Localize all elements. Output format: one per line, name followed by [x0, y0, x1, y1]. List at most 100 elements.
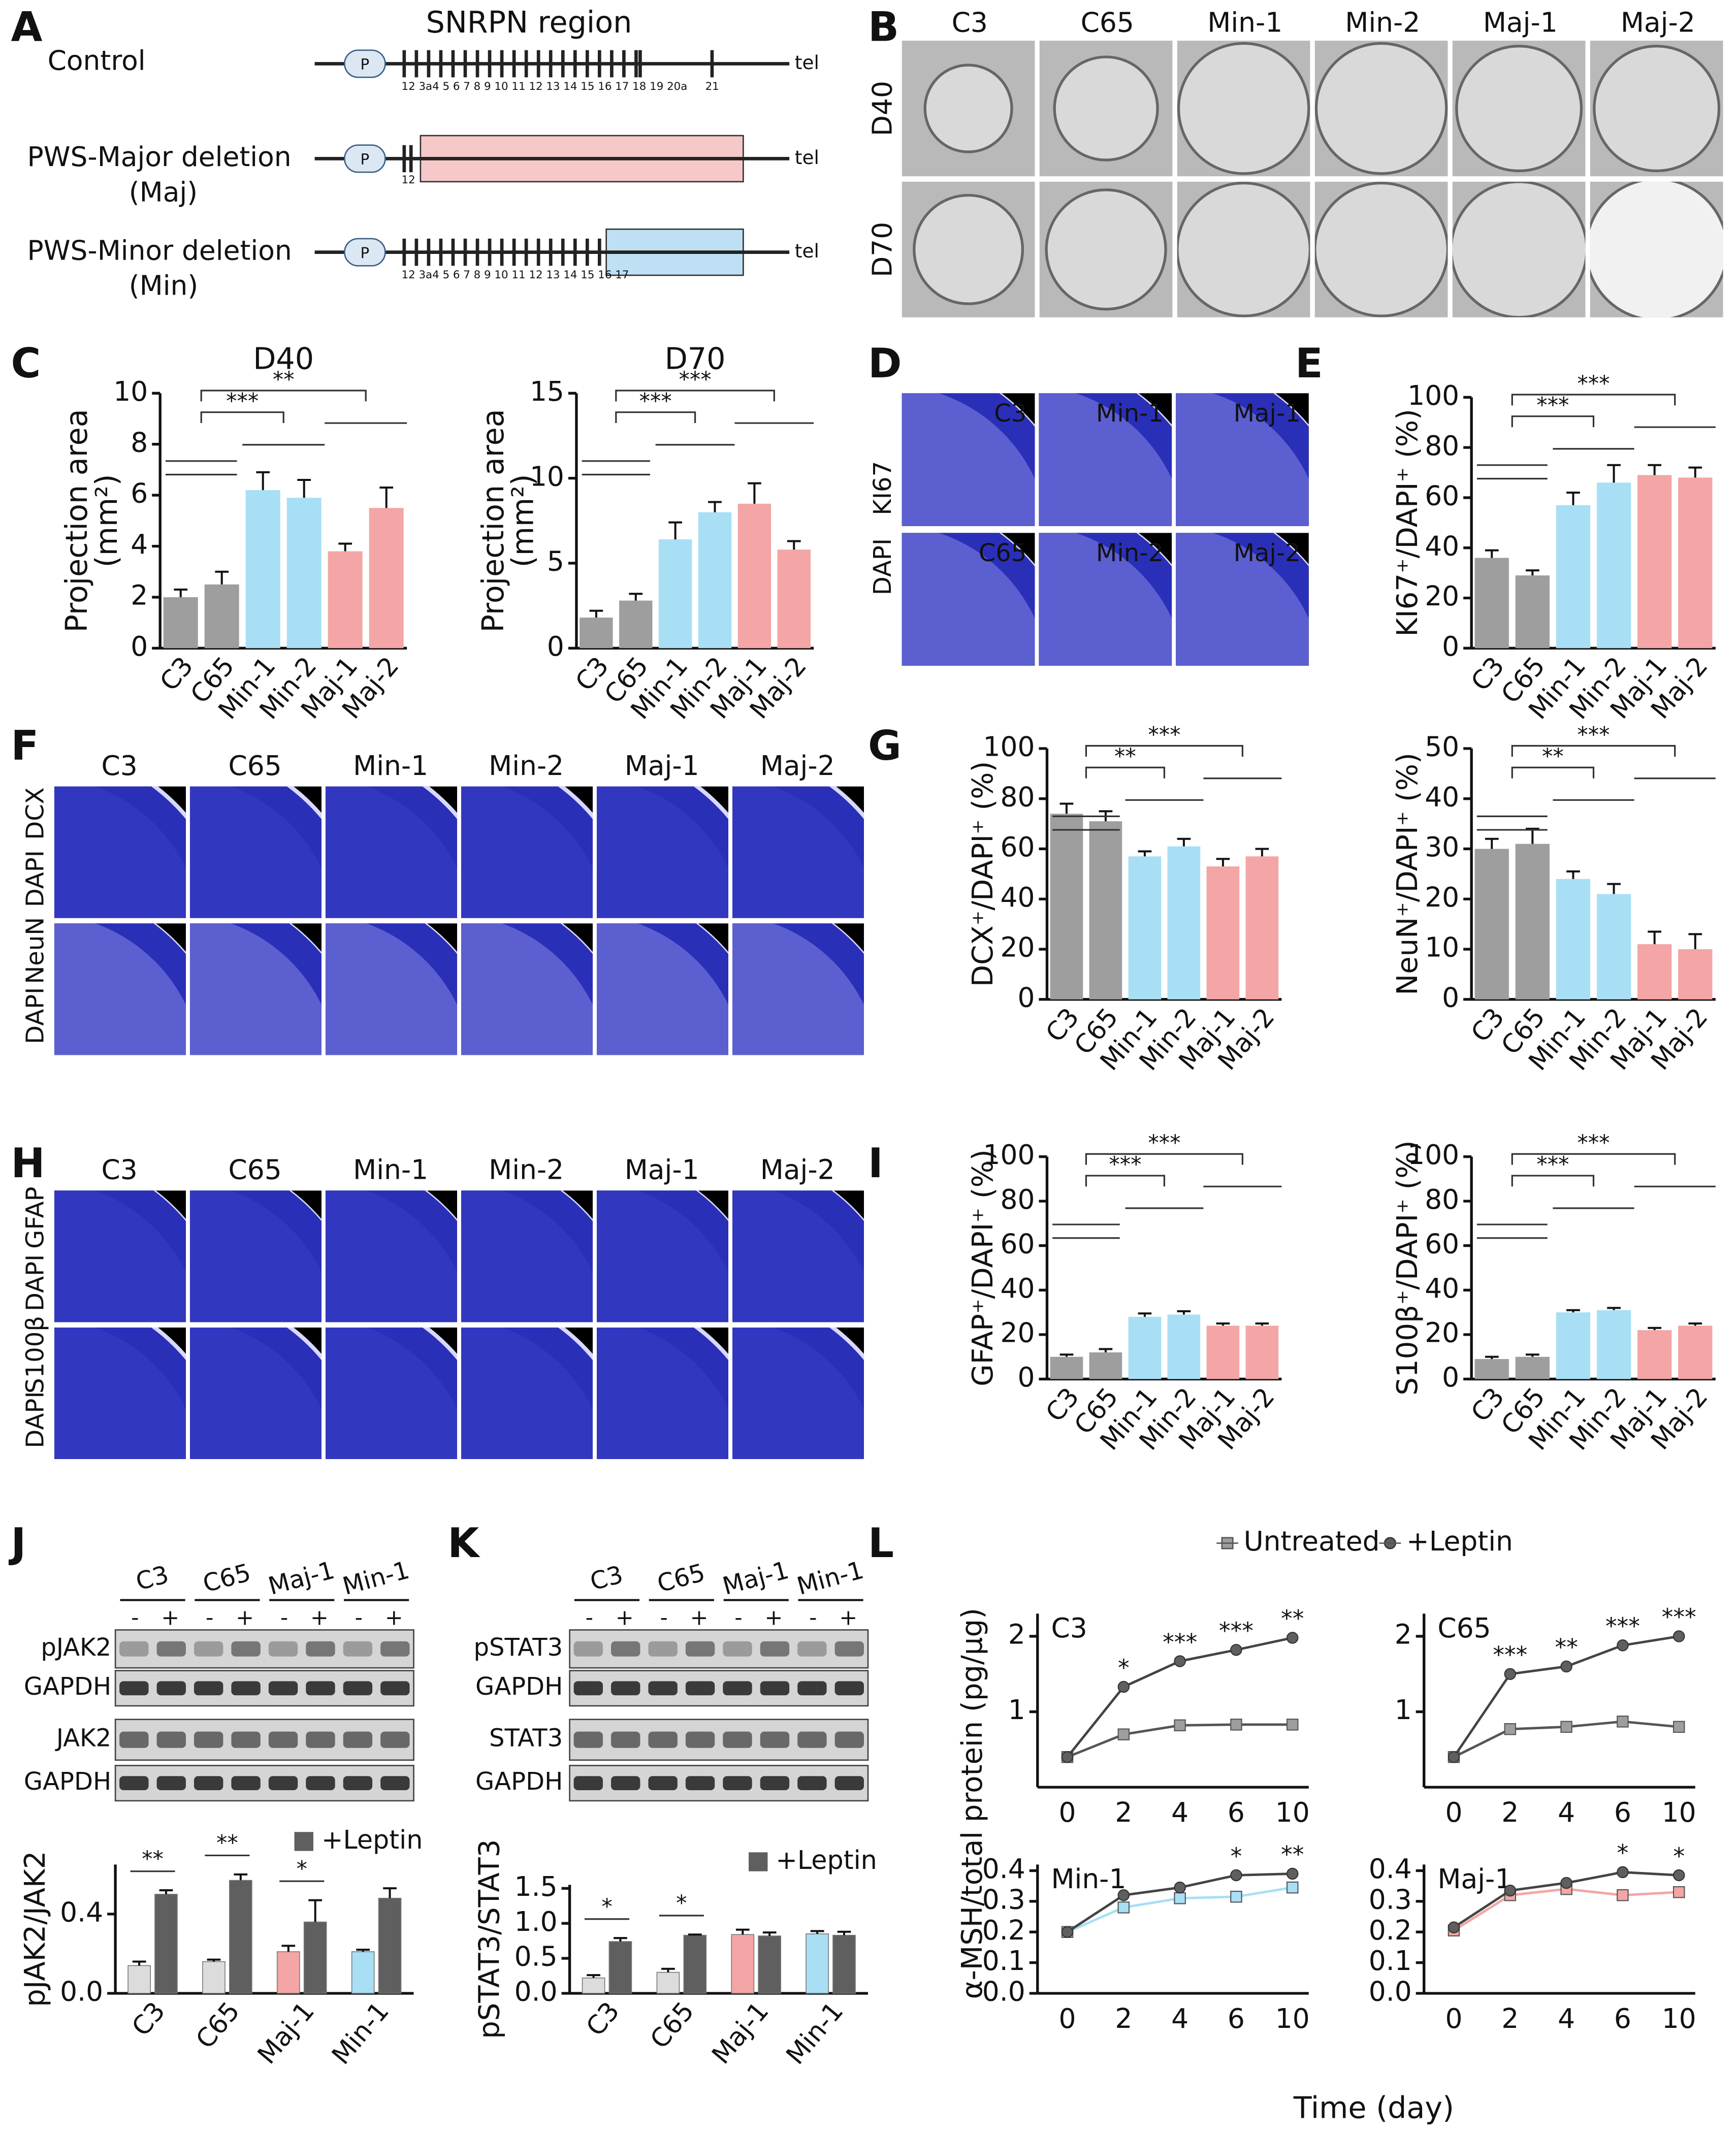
bar [1637, 944, 1672, 999]
error-bar [1216, 1322, 1230, 1326]
error-bar [159, 1889, 173, 1894]
x-tick-label: 6 [1228, 2002, 1245, 2034]
y-tick-label: 4 [131, 528, 148, 560]
treatment-label: - [131, 1605, 139, 1631]
treatment-label: + [765, 1605, 783, 1631]
treatment-label: + [310, 1605, 329, 1631]
blot-band [268, 1681, 298, 1696]
stain-label: NeuN [21, 917, 49, 984]
row-label: D40 [866, 81, 898, 136]
telomere-label: tel [795, 51, 819, 74]
bar [608, 1941, 632, 1994]
promoter [344, 238, 386, 267]
marker [1448, 1921, 1460, 1933]
bar [777, 550, 811, 649]
stain-signal [732, 1190, 864, 1322]
significance-label: *** [1109, 1152, 1141, 1178]
blot-band [231, 1681, 261, 1696]
column-label: C65 [1081, 7, 1134, 39]
treatment-label: - [280, 1605, 288, 1631]
significance-label: *** [1163, 1629, 1197, 1656]
column-label: Maj-2 [760, 1154, 835, 1186]
stain-signal [325, 923, 457, 1055]
legend-label: +Leptin [322, 1825, 423, 1855]
treatment-label: - [734, 1605, 742, 1631]
bar [580, 618, 613, 649]
y-tick-label: 80 [1425, 1183, 1459, 1215]
y-axis-title: (mm²) [89, 474, 124, 567]
bar [1128, 1316, 1162, 1379]
marker [1673, 1869, 1685, 1882]
stain-signal [902, 393, 1035, 526]
y-tick-label: 80 [1000, 781, 1035, 813]
panel-label: B [868, 4, 899, 51]
error-bar [215, 570, 229, 585]
y-axis-title: S100β⁺/DAPI⁺ (%) [1391, 1140, 1424, 1395]
marker [1117, 1728, 1130, 1740]
y-tick-label: 8 [131, 426, 148, 458]
x-tick-label: 0 [1445, 1796, 1462, 1828]
error-bar [1216, 858, 1230, 867]
significance-label: ** [142, 1847, 164, 1872]
marker [1061, 1926, 1074, 1938]
y-tick-label: 2 [1008, 1619, 1025, 1651]
error-bar [589, 609, 603, 618]
blot-band [268, 1776, 298, 1791]
panel-label: D [868, 340, 902, 387]
legend-label: +Leptin [1406, 1525, 1513, 1557]
image-label: Min-2 [1096, 539, 1164, 567]
y-tick-label: 40 [1000, 881, 1035, 913]
marker [1286, 1881, 1299, 1894]
stain-signal [54, 923, 186, 1055]
error-bar [256, 471, 270, 491]
x-tick-label: 4 [1558, 2002, 1575, 2034]
x-tick-label: 0 [1059, 1796, 1076, 1828]
significance-label: *** [1219, 1617, 1253, 1644]
column-label: Min-2 [489, 750, 564, 782]
error-bar [1648, 464, 1661, 475]
error-bar [1525, 569, 1539, 576]
y-axis-title: Projection area [59, 409, 94, 632]
chart-title: Min-1 [1051, 1863, 1126, 1895]
y-tick-label: 0.0 [60, 1976, 103, 2008]
significance-bracket [1511, 1175, 1634, 1209]
bar [229, 1880, 252, 1994]
significance-bracket [615, 411, 735, 446]
bar [731, 1934, 755, 1994]
organoid [1177, 42, 1310, 175]
blot-band [797, 1776, 827, 1791]
y-axis-title: (mm²) [505, 474, 540, 567]
bar [1167, 846, 1201, 999]
organoid [1053, 55, 1159, 161]
y-tick-label: 0 [1442, 630, 1459, 662]
stain-signal [596, 1327, 728, 1459]
y-tick-label: 1 [1008, 1694, 1025, 1726]
organoid [1455, 45, 1583, 173]
x-tick-label: 10 [1275, 1796, 1310, 1828]
chart-title: D40 [253, 341, 314, 376]
panel-label: E [1295, 340, 1323, 387]
blot-band [834, 1776, 864, 1791]
bar [276, 1951, 300, 1994]
blot-row-label: JAK2 [55, 1724, 111, 1753]
y-tick-label: 80 [1000, 1183, 1035, 1215]
stain-label: DAPI [21, 987, 49, 1044]
bar [683, 1934, 707, 1994]
y-axis-title: pSTAT3/STAT3 [473, 1839, 506, 2039]
organoid [1045, 188, 1167, 311]
error-bar [688, 1933, 702, 1936]
blot-row-label: pJAK2 [41, 1633, 111, 1662]
significance-bracket [1511, 766, 1634, 801]
bar [1515, 575, 1550, 649]
bar [202, 1961, 226, 1994]
blot-band [194, 1776, 223, 1791]
treatment-label: - [586, 1605, 593, 1631]
blot-band [343, 1776, 373, 1791]
significance-label: ** [1542, 744, 1564, 769]
error-bar [1648, 1327, 1661, 1331]
significance-label: * [1118, 1654, 1130, 1681]
bar [1596, 482, 1631, 649]
blot-band [156, 1731, 186, 1748]
bar [303, 1921, 327, 1994]
